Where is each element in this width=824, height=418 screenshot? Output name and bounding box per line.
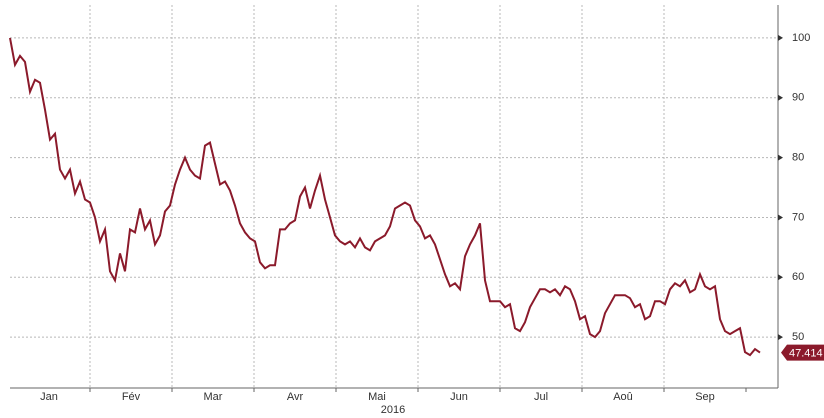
x-tick-label: Jan: [40, 391, 58, 403]
x-axis-label: 2016: [381, 404, 405, 416]
y-tick: [778, 34, 783, 41]
x-tick-label: Avr: [287, 391, 304, 403]
y-tick: [778, 94, 783, 101]
y-tick-label: 70: [792, 211, 804, 223]
y-tick-label: 60: [792, 271, 804, 283]
last-value-tag: [781, 344, 824, 361]
y-tick: [778, 334, 783, 341]
y-tick: [778, 214, 783, 221]
last-value-label: 47.414: [789, 348, 823, 360]
y-tick: [778, 274, 783, 281]
x-tick-label: Jun: [450, 391, 468, 403]
x-tick-label: Jul: [534, 391, 548, 403]
x-tick-label: Sep: [695, 391, 715, 403]
x-tick-label: Mar: [204, 391, 223, 403]
y-tick-label: 90: [792, 92, 804, 104]
x-tick-label: Aoû: [613, 391, 633, 403]
y-tick-label: 80: [792, 152, 804, 164]
x-tick-label: Fév: [122, 391, 141, 403]
line: [9, 37, 761, 357]
x-tick-label: Mai: [368, 391, 386, 403]
y-tick: [778, 154, 783, 161]
y-tick-label: 100: [792, 32, 810, 44]
y-tick-label: 50: [792, 331, 804, 343]
